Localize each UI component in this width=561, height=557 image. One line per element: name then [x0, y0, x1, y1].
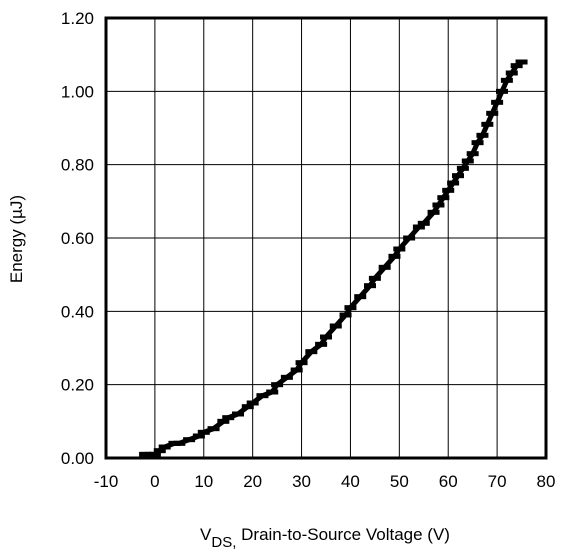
y-tick-label: 0.60 — [61, 229, 94, 248]
plot-frame — [104, 16, 548, 460]
x-axis-label-text: Drain-to-Source Voltage (V) — [236, 525, 450, 544]
x-tick-label: 30 — [292, 472, 311, 491]
x-axis-label-subscript: DS, — [211, 534, 236, 551]
x-tick-label: 20 — [243, 472, 262, 491]
y-axis-label: Energy (µJ) — [7, 195, 26, 283]
y-tick-label: 0.80 — [61, 156, 94, 175]
y-tick-label: 1.20 — [61, 9, 94, 28]
data-point — [515, 59, 528, 65]
y-tick-labels: 0.00 0.20 0.40 0.60 0.80 1.00 1.20 — [61, 9, 94, 468]
y-tick-label: 0.20 — [61, 376, 94, 395]
y-tick-label: 0.40 — [61, 302, 94, 321]
x-axis-label: VDS, Drain-to-Source Voltage (V) — [200, 525, 450, 551]
x-tick-label: 40 — [341, 472, 360, 491]
y-tick-label: 1.00 — [61, 82, 94, 101]
x-tick-label: 10 — [194, 472, 213, 491]
data-points — [139, 59, 528, 457]
gridlines — [105, 17, 547, 459]
x-tick-labels: -10 0 10 20 30 40 50 60 70 80 — [94, 472, 556, 491]
x-tick-label: -10 — [94, 472, 119, 491]
x-tick-label: 0 — [150, 472, 159, 491]
x-tick-label: 70 — [488, 472, 507, 491]
x-tick-label: 50 — [390, 472, 409, 491]
x-tick-label: 60 — [439, 472, 458, 491]
x-axis-label-v: V — [200, 525, 212, 544]
y-tick-label: 0.00 — [61, 449, 94, 468]
x-tick-label: 80 — [537, 472, 556, 491]
